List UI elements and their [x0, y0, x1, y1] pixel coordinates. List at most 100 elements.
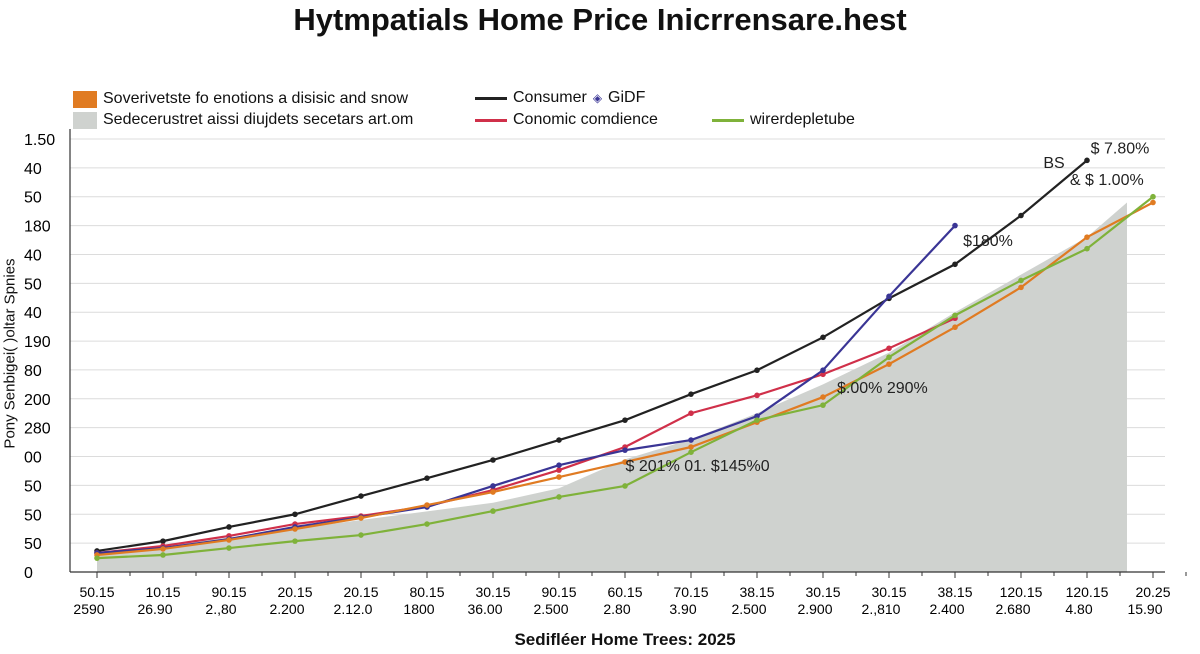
data-point-orange — [226, 537, 232, 543]
data-point-orange — [952, 324, 958, 331]
legend-line — [475, 96, 507, 100]
data-point-orange — [820, 394, 826, 400]
x-tick-label-top: 38.15 — [739, 584, 774, 600]
data-point-consumer — [556, 437, 562, 443]
data-point-consumer — [754, 367, 760, 374]
data-point-green — [754, 417, 760, 423]
data-point-green — [1150, 193, 1156, 200]
y-tick-label: 50 — [24, 507, 42, 524]
y-tick-label: 0 — [24, 565, 33, 582]
data-point-green — [292, 538, 298, 544]
data-point-green — [622, 483, 628, 489]
data-point-green — [688, 449, 694, 456]
x-tick-label-bottom: 2.680 — [995, 601, 1030, 617]
x-tick-label-bottom: 36.00 — [467, 601, 502, 617]
y-tick-label: 00 — [24, 450, 42, 467]
data-point-economic — [886, 345, 892, 352]
legend-item-gray: Sedecerustret aissi diujdets secetars ar… — [73, 111, 413, 129]
y-tick-label: 80 — [24, 363, 42, 380]
x-tick-label-bottom: 2590 — [73, 601, 104, 617]
x-tick-label-top: 10.15 — [145, 584, 180, 600]
chart-title: Hytmpatials Home Price Inicrrensare.hest — [293, 2, 907, 37]
x-tick-label-bottom: 15.90 — [1127, 601, 1162, 617]
data-point-gidf — [886, 293, 892, 300]
y-tick-label: 50 — [24, 478, 42, 495]
data-point-green — [820, 402, 826, 408]
x-tick-label-top: 20.15 — [343, 584, 378, 600]
x-tick-label-bottom: 3.90 — [669, 601, 696, 617]
x-tick-label-bottom: 2.,810 — [862, 601, 901, 617]
y-tick-label: 50 — [24, 536, 42, 553]
data-point-gidf — [688, 437, 694, 443]
y-tick-label: 180 — [24, 219, 51, 236]
x-tick-label-bottom: 2.12.0 — [334, 601, 373, 617]
data-point-consumer — [292, 511, 298, 518]
x-tick-label-top: 30.15 — [475, 584, 510, 600]
x-tick-label-top: 80.15 — [409, 584, 444, 600]
data-point-green — [424, 521, 430, 527]
x-tick-label-top: 20.15 — [277, 584, 312, 600]
x-tick-label-top: 90.15 — [541, 584, 576, 600]
data-point-consumer — [622, 417, 628, 423]
y-tick-label: 50 — [24, 276, 42, 293]
data-point-economic — [820, 371, 826, 378]
diamond-marker-icon: ◈ — [592, 91, 603, 105]
x-tick-label-top: 70.15 — [673, 584, 708, 600]
y-tick-label: 40 — [24, 305, 42, 322]
legend-label: GiDF — [608, 89, 646, 106]
data-point-orange — [292, 526, 298, 532]
x-tick-label-top: 120.15 — [1000, 584, 1043, 600]
data-point-orange — [886, 361, 892, 367]
data-annotation: $.00% 290% — [837, 380, 928, 397]
legend-label: Conomic comdience — [513, 111, 658, 128]
data-annotation: $180% — [963, 233, 1013, 250]
data-annotation: $ 201% 01. $145%0 — [626, 458, 770, 475]
x-tick-label-top: 38.15 — [937, 584, 972, 600]
data-point-consumer — [820, 334, 826, 341]
legend-label: wirerdepletube — [750, 111, 855, 128]
x-tick-label-bottom: 2.200 — [269, 601, 304, 617]
legend-item-orange: Soverivetste fo enotions a disisic and s… — [73, 90, 408, 108]
data-point-green — [556, 494, 562, 500]
data-point-consumer — [490, 457, 496, 463]
x-tick-label-bottom: 1800 — [403, 601, 434, 617]
x-tick-label-top: 50.15 — [79, 584, 114, 600]
x-tick-label-bottom: 2.500 — [533, 601, 568, 617]
data-point-green — [160, 552, 166, 558]
x-tick-label-top: 20.25 — [1135, 584, 1170, 600]
data-annotation: ВЅ — [1043, 155, 1064, 172]
legend-label: Soverivetste fo enotions a disisic and s… — [103, 90, 409, 107]
data-point-consumer — [1018, 212, 1024, 219]
legend-label: Consumer — [513, 89, 587, 106]
y-tick-label: 280 — [24, 421, 51, 438]
x-tick-label-bottom: 4.80 — [1065, 601, 1092, 617]
y-tick-label: 50 — [24, 190, 42, 207]
data-point-orange — [556, 474, 562, 480]
x-tick-label-top: 30.15 — [805, 584, 840, 600]
data-point-consumer — [160, 538, 166, 544]
data-point-economic — [556, 467, 562, 473]
y-tick-label: 40 — [24, 161, 42, 178]
legend-swatch — [73, 111, 97, 129]
data-point-green — [226, 545, 232, 551]
data-point-gidf — [622, 447, 628, 453]
data-point-consumer — [358, 493, 364, 499]
x-tick-label-bottom: 2.400 — [929, 601, 964, 617]
data-point-orange — [160, 546, 166, 552]
data-point-consumer — [688, 391, 694, 397]
data-point-orange — [424, 502, 430, 508]
data-point-orange — [358, 515, 364, 521]
data-annotation: & $ 1.00% — [1070, 172, 1144, 189]
x-tick-label-top: 30.15 — [871, 584, 906, 600]
x-tick-label-top: 90.15 — [211, 584, 246, 600]
x-tick-label-top: 60.15 — [607, 584, 642, 600]
data-point-consumer — [952, 261, 958, 268]
y-tick-label: 190 — [24, 334, 51, 351]
x-tick-label-bottom: 2.500 — [731, 601, 766, 617]
data-annotation: $ 7.80% — [1091, 140, 1150, 157]
y-tick-label: 1.50 — [24, 132, 55, 149]
data-point-orange — [1018, 284, 1024, 291]
data-point-orange — [1084, 234, 1090, 240]
data-point-green — [490, 508, 496, 514]
